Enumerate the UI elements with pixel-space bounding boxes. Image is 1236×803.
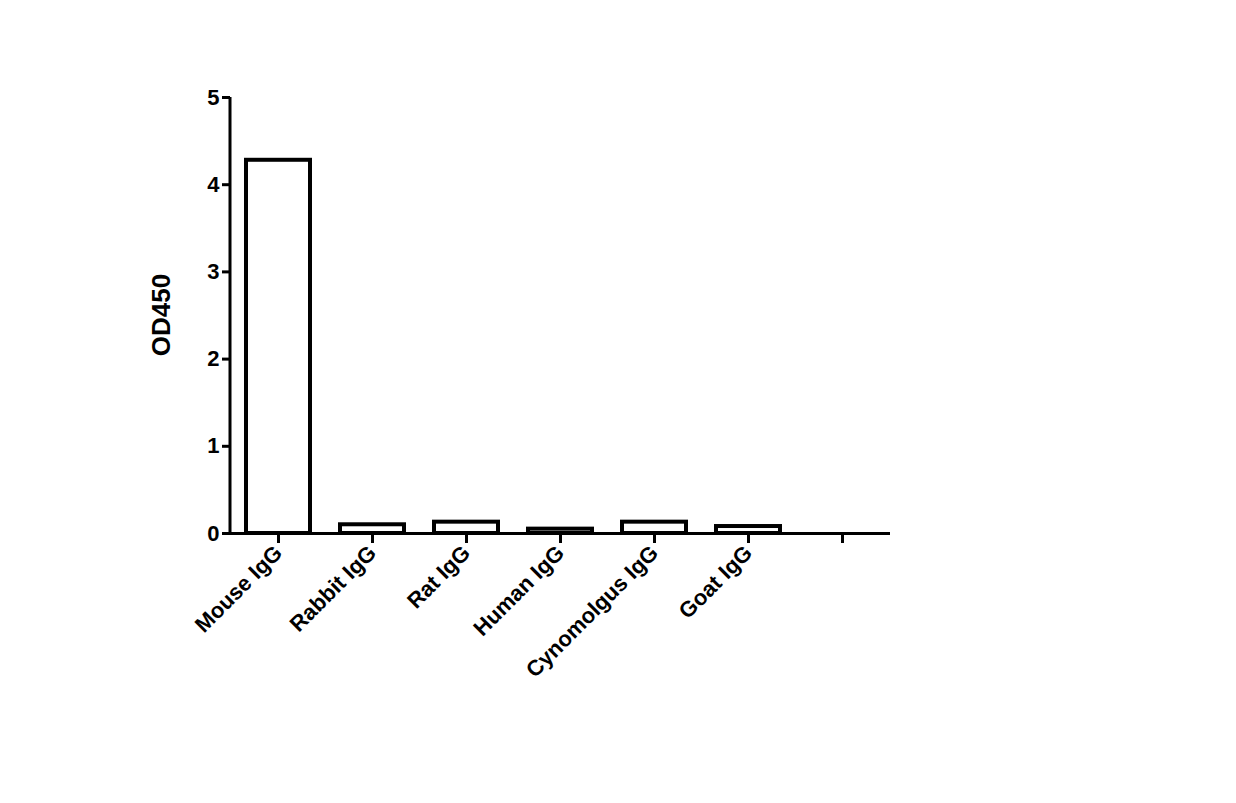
svg-text:Mouse IgG: Mouse IgG xyxy=(190,540,287,637)
svg-text:Goat IgG: Goat IgG xyxy=(674,540,757,623)
svg-text:Rat IgG: Rat IgG xyxy=(402,540,475,613)
svg-text:Human IgG: Human IgG xyxy=(468,540,569,641)
svg-text:2: 2 xyxy=(207,346,219,371)
svg-text:Rabbit IgG: Rabbit IgG xyxy=(285,540,381,636)
svg-text:Cynomolgus IgG: Cynomolgus IgG xyxy=(521,540,663,682)
svg-text:OD450: OD450 xyxy=(146,274,176,356)
svg-text:4: 4 xyxy=(207,172,220,197)
svg-text:5: 5 xyxy=(207,85,219,110)
svg-text:0: 0 xyxy=(207,521,219,546)
svg-text:1: 1 xyxy=(207,433,219,458)
svg-text:3: 3 xyxy=(207,259,219,284)
